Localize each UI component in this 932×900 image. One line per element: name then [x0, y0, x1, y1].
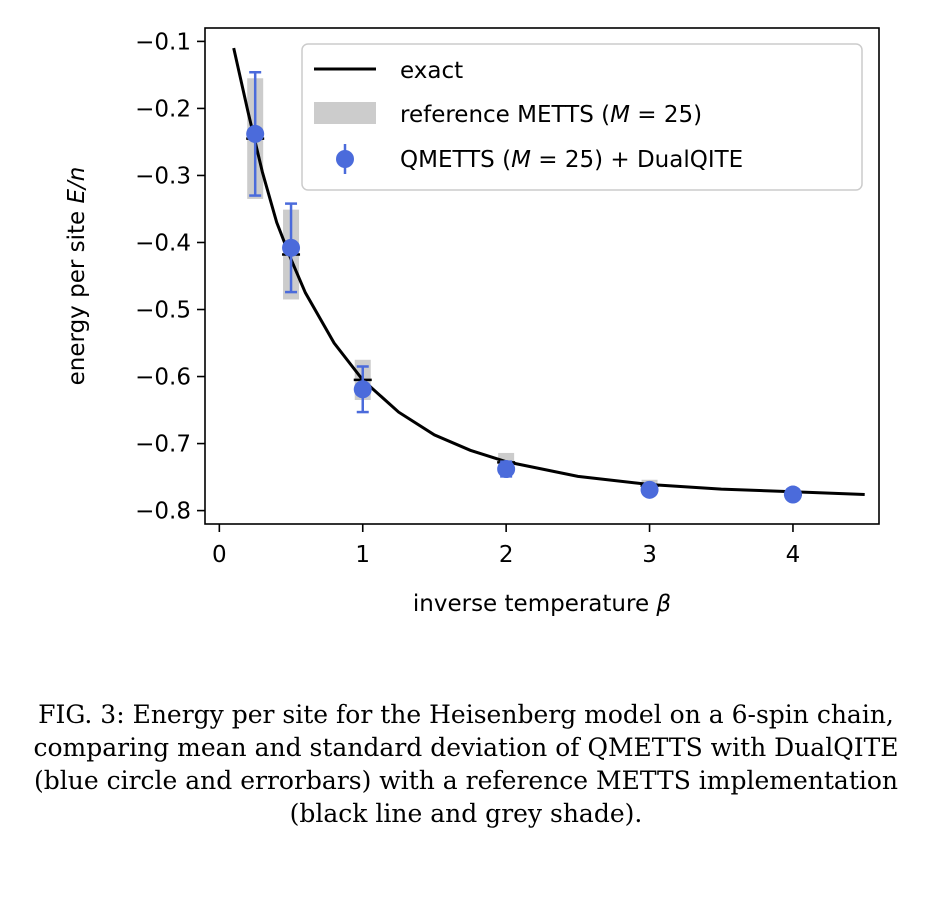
plot-frame	[204, 27, 880, 525]
legend-exact-label: exact	[400, 58, 463, 84]
legend-box	[301, 43, 863, 191]
chart: 0 1 2 3 4 −0.1 −0.2 −0.3 −0.4 −0.5 −0.6 −0.7 −0.8 i…	[64, 27, 880, 617]
legend-qmetts-marker	[336, 150, 354, 168]
qmetts-point	[497, 460, 516, 479]
legend: exact reference METTS (M = 25) QMETTS (M…	[301, 43, 863, 191]
x-tick-label: 1	[355, 542, 370, 568]
x-axis-ticks: 0 1 2 3 4	[212, 524, 800, 568]
reference-mean-ticks	[246, 137, 802, 496]
exact-line	[232, 47, 865, 496]
x-tick-label: 4	[786, 542, 801, 568]
y-tick-label: −0.1	[135, 29, 191, 55]
y-axis-label: energy per site E/n	[64, 167, 90, 386]
y-tick-label: −0.8	[135, 499, 191, 525]
x-tick-label: 0	[212, 542, 227, 568]
qmetts-point	[282, 238, 301, 257]
qmetts-point	[783, 485, 802, 504]
y-tick-label: −0.3	[135, 163, 191, 189]
legend-reference-label: reference METTS (M = 25)	[400, 102, 702, 128]
x-axis-label: inverse temperature β	[413, 591, 671, 617]
y-tick-label: −0.6	[135, 365, 191, 391]
legend-reference-swatch	[314, 102, 376, 124]
x-tick-label: 2	[499, 542, 514, 568]
y-tick-label: −0.7	[135, 432, 191, 458]
qmetts-point	[640, 480, 659, 499]
qmetts-points	[246, 124, 802, 504]
x-tick-label: 3	[642, 542, 657, 568]
y-tick-label: −0.4	[135, 230, 191, 256]
y-tick-label: −0.2	[135, 96, 191, 122]
legend-qmetts-label: QMETTS (M = 25) + DualQITE	[400, 147, 743, 173]
y-tick-label: −0.5	[135, 298, 191, 324]
y-axis-ticks: −0.1 −0.2 −0.3 −0.4 −0.5 −0.6 −0.7 −0.8	[135, 29, 205, 525]
figure-caption: FIG. 3: Energy per site for the Heisenbe…	[33, 700, 899, 828]
qmetts-point	[353, 380, 372, 399]
qmetts-point	[246, 124, 265, 143]
